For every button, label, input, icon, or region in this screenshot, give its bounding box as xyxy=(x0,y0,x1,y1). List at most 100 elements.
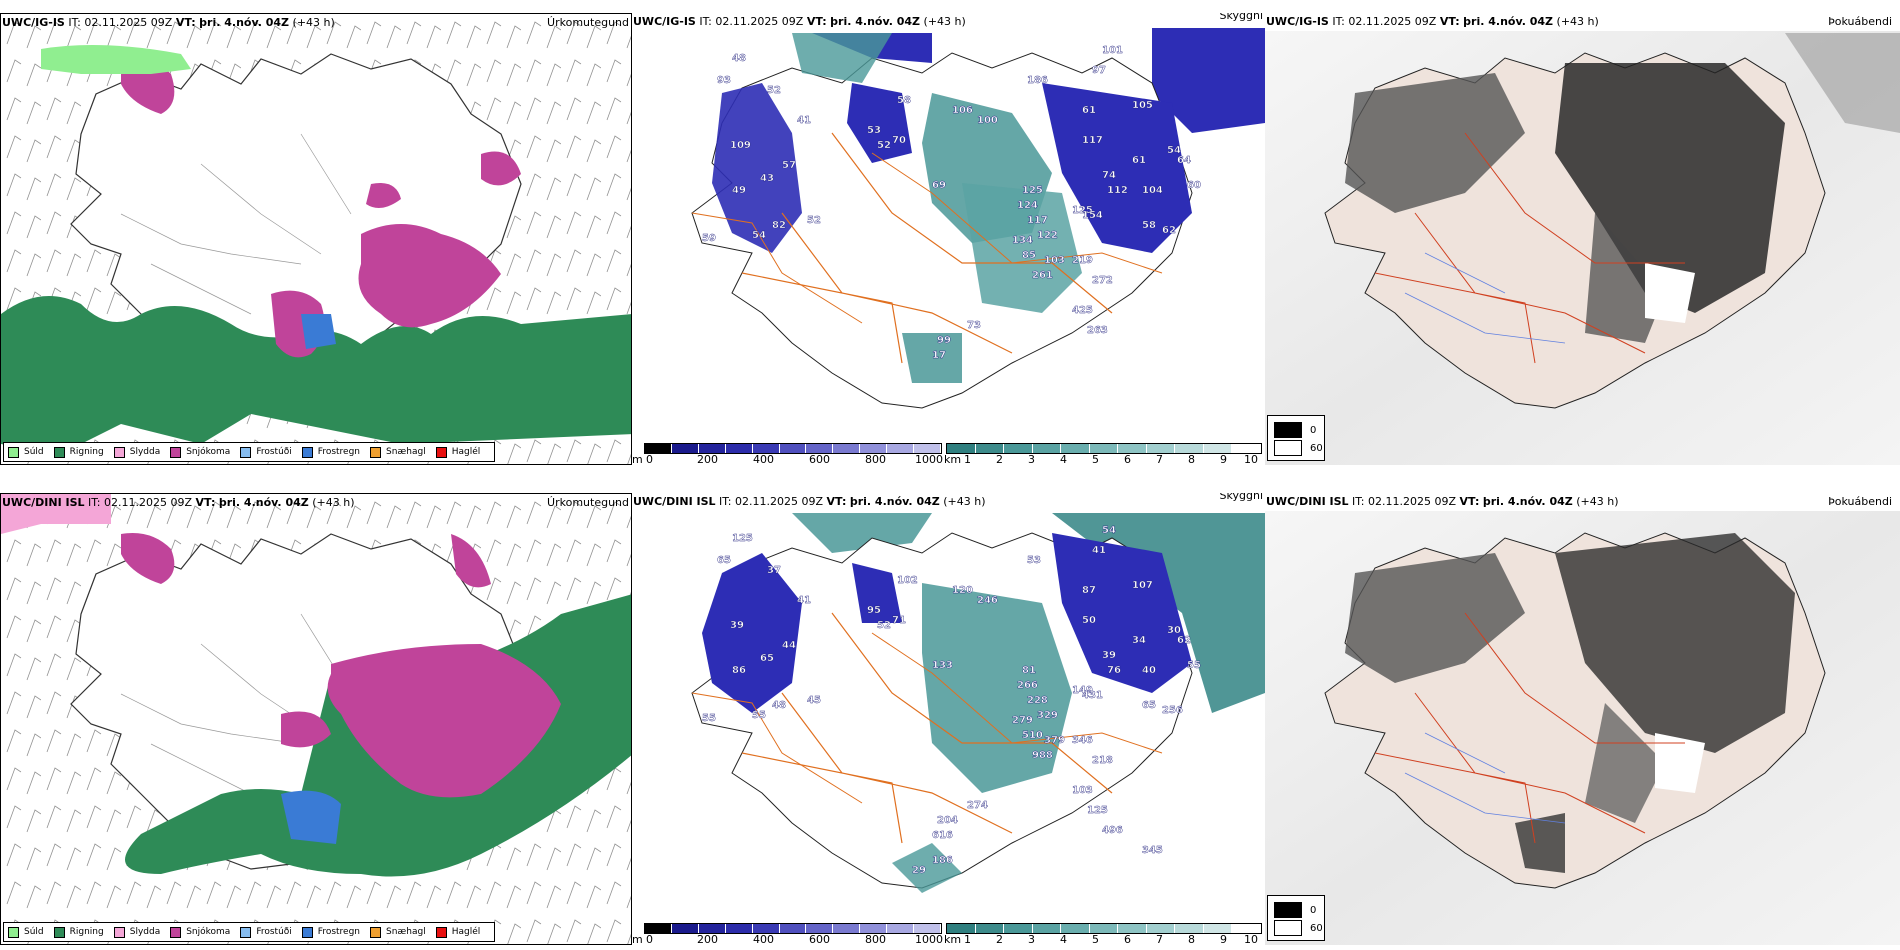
visibility-label: 62 xyxy=(1177,635,1191,646)
visibility-label: 73 xyxy=(967,320,981,331)
precip-legend: Súld Rigning Slydda Snjókoma Frostúði Fr… xyxy=(3,442,496,462)
fog-map xyxy=(1265,511,1900,945)
fog-panel-row1: UWC/IG-IS IT: 02.11.2025 09Z VT: þri. 4.… xyxy=(1265,13,1900,465)
visibility-label: 125 xyxy=(1087,805,1108,816)
visibility-label: 40 xyxy=(1142,665,1156,676)
visibility-label: 101 xyxy=(1102,45,1123,56)
visibility-label: 149 xyxy=(1072,685,1093,696)
visibility-label: 34 xyxy=(1132,635,1146,646)
visibility-label: 58 xyxy=(1142,220,1156,231)
visibility-label: 53 xyxy=(867,125,881,136)
visibility-label: 69 xyxy=(932,180,946,191)
init-time: 02.11.2025 09Z xyxy=(84,16,173,29)
snow-area xyxy=(358,224,501,328)
visibility-label: 109 xyxy=(730,140,751,151)
legend-item: Frostúði xyxy=(240,924,292,940)
visibility-label: 55 xyxy=(1187,660,1201,671)
visibility-label: 102 xyxy=(897,575,918,586)
visibility-label: 616 xyxy=(932,830,953,841)
visibility-label: 60 xyxy=(1187,180,1201,191)
visibility-label: 43 xyxy=(760,173,774,184)
visibility-label: 49 xyxy=(732,185,746,196)
visibility-label: 125 xyxy=(1022,185,1043,196)
panel-title: Úrkomutegund xyxy=(547,16,629,29)
visibility-label: 329 xyxy=(1037,710,1058,721)
visibility-label: 54 xyxy=(1167,145,1181,156)
precip-panel-row2: UWC/DINI ISL IT: 02.11.2025 09Z VT: þri.… xyxy=(0,493,632,945)
visibility-label: 17 xyxy=(932,350,946,361)
visibility-label: 122 xyxy=(1037,230,1058,241)
legend-item: Snæhagl xyxy=(370,444,426,460)
lead-time: (+43 h) xyxy=(292,16,335,29)
legend-item: Súld xyxy=(8,444,44,460)
visibility-label: 107 xyxy=(1132,580,1153,591)
visibility-label: 41 xyxy=(797,115,811,126)
visibility-label: 103 xyxy=(1072,785,1093,796)
visibility-label: 58 xyxy=(897,95,911,106)
visibility-label: 266 xyxy=(1017,680,1038,691)
visibility-label: 61 xyxy=(1082,105,1096,116)
visibility-label: 93 xyxy=(717,75,731,86)
visibility-label: 55 xyxy=(702,713,716,724)
precip-legend: Súld Rigning Slydda Snjókoma Frostúði Fr… xyxy=(3,922,496,942)
visibility-label: 48 xyxy=(732,53,746,64)
visibility-label: 106 xyxy=(952,105,973,116)
visibility-label: 87 xyxy=(1082,585,1096,596)
visibility-label: 39 xyxy=(1102,650,1116,661)
visibility-label: 85 xyxy=(1022,250,1036,261)
visibility-label: 54 xyxy=(1102,525,1116,536)
visibility-label: 52 xyxy=(767,85,781,96)
visibility-label: 71 xyxy=(892,615,906,626)
visibility-label: 124 xyxy=(1017,200,1038,211)
legend-item: Slydda xyxy=(113,924,160,940)
visibility-label: 70 xyxy=(892,135,906,146)
visibility-label: 76 xyxy=(1107,665,1121,676)
visibility-label: 64 xyxy=(1177,155,1191,166)
panel-header: UWC/DINI ISL IT: 02.11.2025 09Z VT: þri.… xyxy=(1,494,631,512)
panel-title: Skyggni xyxy=(1219,13,1263,22)
visibility-label: 125 xyxy=(1072,205,1093,216)
visibility-label: 263 xyxy=(1087,325,1108,336)
visibility-label: 218 xyxy=(1092,755,1113,766)
visibility-label: 103 xyxy=(1044,255,1065,266)
visibility-label: 988 xyxy=(1032,750,1053,761)
visibility-label: 256 xyxy=(1162,705,1183,716)
visibility-label: 65 xyxy=(760,653,774,664)
precip-panel-row1: UWC/IG-IS IT: 02.11.2025 09Z VT: þri. 4.… xyxy=(0,13,632,465)
legend-item: Frostregn xyxy=(301,924,360,940)
visibility-label: 52 xyxy=(877,140,891,151)
visibility-label: 45 xyxy=(807,695,821,706)
visibility-label: 52 xyxy=(877,620,891,631)
visibility-label: 54 xyxy=(752,230,766,241)
visibility-label: 30 xyxy=(1167,625,1181,636)
fog-legend: 0 60 xyxy=(1267,415,1325,461)
visibility-label: 86 xyxy=(732,665,746,676)
precip-map xyxy=(1,14,631,464)
visibility-label: 81 xyxy=(1022,665,1036,676)
panel-header: UWC/IG-IS IT: 02.11.2025 09Z VT: þri. 4.… xyxy=(632,13,1265,31)
model-name: UWC/IG-IS xyxy=(2,16,65,29)
visibility-label: 52 xyxy=(807,215,821,226)
visibility-label: 50 xyxy=(1082,615,1096,626)
legend-item: Frostúði xyxy=(240,444,292,460)
visibility-label: 228 xyxy=(1027,695,1048,706)
visibility-label: 154 xyxy=(1082,210,1103,221)
visibility-label: 82 xyxy=(772,220,786,231)
visibility-colorbar: km 1 2 3 4 5 6 7 8 9 10 xyxy=(944,443,1264,465)
valid-time: þri. 4.nóv. 04Z xyxy=(199,16,290,29)
visibility-label: 48 xyxy=(772,700,786,711)
visibility-panel-row2: UWC/DINI ISL IT: 02.11.2025 09Z VT: þri.… xyxy=(632,493,1265,945)
visibility-label: 95 xyxy=(867,605,881,616)
visibility-label: 425 xyxy=(1072,305,1093,316)
visibility-label: 97 xyxy=(1092,65,1106,76)
visibility-label: 41 xyxy=(1092,545,1106,556)
panel-header: UWC/DINI ISL IT: 02.11.2025 09Z VT: þri.… xyxy=(1265,493,1900,511)
visibility-label: 117 xyxy=(1027,215,1048,226)
visibility-label: 65 xyxy=(717,555,731,566)
visibility-label: 100 xyxy=(977,115,998,126)
legend-item: Frostregn xyxy=(301,444,360,460)
visibility-label: 112 xyxy=(1107,185,1128,196)
precip-map xyxy=(1,494,631,944)
